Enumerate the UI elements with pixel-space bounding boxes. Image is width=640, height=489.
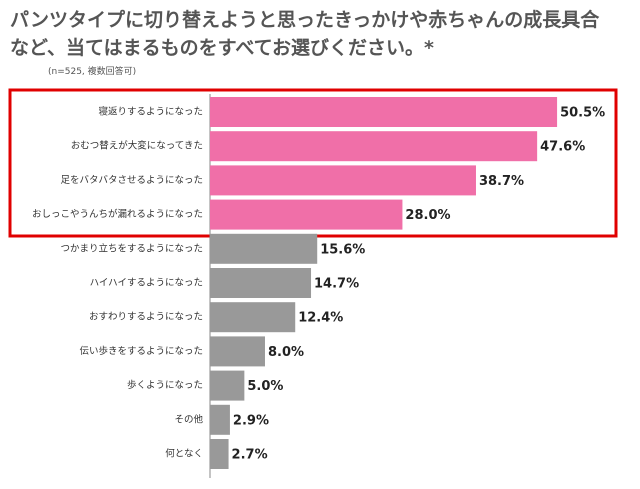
bar xyxy=(210,404,230,435)
value-label: 28.0% xyxy=(405,208,450,223)
bar xyxy=(210,199,403,230)
category-label: 足をバタバタさせるようになった xyxy=(60,175,203,186)
category-label: つかまり立ちをするようになった xyxy=(60,242,203,254)
bar xyxy=(210,97,558,127)
chart-subtitle: (n=525, 複数回答可) xyxy=(48,67,137,77)
value-label: 2.9% xyxy=(233,413,269,428)
value-label: 50.5% xyxy=(560,106,605,121)
chart-title: パンツタイプに切り替えようと思ったきっかけや赤ちゃんの成長具合など、当てはまるも… xyxy=(10,9,600,59)
value-label: 14.7% xyxy=(314,277,359,292)
bar xyxy=(210,302,296,333)
category-label: その他 xyxy=(174,413,203,425)
value-label: 8.0% xyxy=(268,345,304,360)
category-label: ハイハイするようになった xyxy=(90,278,203,289)
category-label: 伝い歩きをするようになった xyxy=(79,345,203,357)
category-label: 寝返りするようになった xyxy=(98,106,203,118)
bar xyxy=(210,233,318,264)
value-label: 12.4% xyxy=(298,311,343,326)
value-label: 47.6% xyxy=(540,140,585,155)
bar xyxy=(210,439,229,469)
category-label: 歩くようになった xyxy=(127,379,203,391)
value-label: 2.7% xyxy=(232,448,268,463)
category-label: おすわりするようになった xyxy=(89,312,203,323)
bar xyxy=(210,268,312,298)
bar xyxy=(210,165,476,196)
value-label: 5.0% xyxy=(247,379,283,394)
bar xyxy=(210,370,245,401)
category-label: おむつ替えが大変になってきた xyxy=(71,140,203,152)
value-label: 15.6% xyxy=(320,242,365,257)
value-label: 38.7% xyxy=(479,174,524,189)
category-label: おしっこやうんちが漏れるようになった xyxy=(32,208,203,220)
category-label: 何となく xyxy=(165,448,203,460)
bar xyxy=(210,131,538,162)
bar xyxy=(210,336,265,367)
